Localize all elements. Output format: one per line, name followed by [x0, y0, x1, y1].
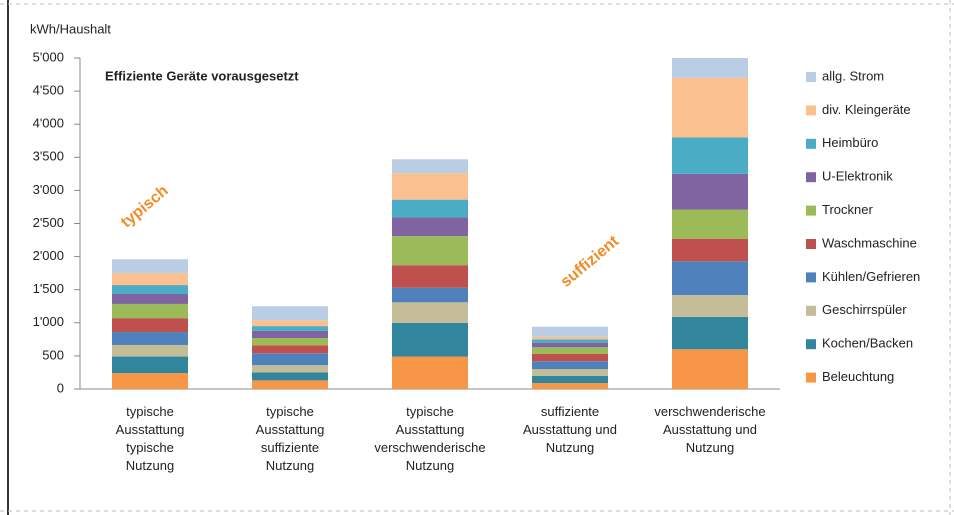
legend-label: U-Elektronik — [822, 169, 893, 184]
bar-segment — [112, 294, 188, 304]
legend-swatch — [806, 172, 816, 183]
y-tick-label: 0 — [57, 380, 64, 395]
bar-segment — [252, 330, 328, 339]
y-tick-label: 1'500 — [33, 281, 64, 296]
bar-segment — [672, 238, 748, 262]
bar-segment — [252, 338, 328, 346]
bar-segment — [392, 302, 468, 323]
legend-label: Heimbüro — [822, 135, 878, 150]
bar-segment — [252, 320, 328, 327]
legend-swatch — [806, 239, 816, 249]
bar-segment — [252, 365, 328, 373]
bar-segment — [532, 342, 608, 348]
bar-segment — [672, 209, 748, 239]
bar-segment — [532, 375, 608, 384]
y-tick-label: 5'000 — [33, 49, 64, 64]
legend-label: div. Kleingeräte — [822, 102, 911, 117]
bar-segment — [672, 294, 748, 317]
bar-segment — [672, 173, 748, 210]
bar-segment — [672, 316, 748, 350]
bar-segment — [392, 159, 468, 174]
bar-segment — [112, 373, 188, 389]
bar-segment — [112, 332, 188, 345]
bar-segment — [112, 259, 188, 274]
legend-swatch — [806, 72, 816, 82]
bar-segment — [392, 173, 468, 200]
x-tick-label: typische Ausstattung typische Nutzung — [116, 404, 185, 473]
y-axis-label: kWh/Haushalt — [30, 21, 111, 36]
legend-label: Trockner — [822, 202, 873, 217]
bar-segment — [252, 380, 328, 389]
legend-swatch — [806, 339, 816, 350]
bar-segment — [392, 217, 468, 237]
legend-label: Kühlen/Gefrieren — [822, 269, 920, 284]
bar-segment — [392, 236, 468, 266]
legend-swatch — [806, 272, 816, 283]
bar-segment — [392, 287, 468, 303]
legend-swatch — [806, 205, 816, 216]
bar-segment — [112, 285, 188, 295]
y-tick-label: 4'000 — [33, 116, 64, 131]
x-tick-label: suffiziente Ausstattung und Nutzung — [523, 404, 617, 455]
y-tick-label: 1'000 — [33, 314, 64, 329]
legend-label: Beleuchtung — [822, 369, 894, 384]
legend-swatch — [806, 372, 816, 383]
bar-segment — [252, 306, 328, 321]
x-tick-label: typische Ausstattung verschwenderische Nutz… — [374, 404, 485, 473]
y-tick-label: 2'500 — [33, 215, 64, 230]
legend-label: Geschirrspüler — [822, 302, 907, 317]
bar-segment — [252, 372, 328, 381]
bar-segment — [532, 336, 608, 340]
y-tick-label: 2'000 — [33, 248, 64, 263]
bar-segment — [532, 339, 608, 343]
bar-segment — [532, 383, 608, 389]
bar-segment — [112, 273, 188, 286]
x-tick-label: typische Ausstattung suffiziente Nutzung — [256, 404, 325, 473]
bar-segment — [392, 199, 468, 218]
legend-label: Waschmaschine — [822, 235, 917, 250]
legend-swatch — [806, 305, 816, 316]
bar-segment — [252, 326, 328, 331]
bar-segment — [532, 326, 608, 337]
legend-swatch — [806, 105, 816, 116]
bar-segment — [532, 369, 608, 376]
x-tick-label: verschwenderische Ausstattung und Nutzung — [654, 404, 765, 455]
bar-segment — [392, 265, 468, 288]
bar-segment — [252, 353, 328, 366]
annotation: Effiziente Geräte vorausgesetzt — [105, 68, 299, 83]
y-tick-label: 3'500 — [33, 149, 64, 164]
bar-segment — [672, 137, 748, 174]
y-tick-label: 3'000 — [33, 182, 64, 197]
bar-segment — [672, 349, 748, 389]
legend-swatch — [806, 138, 816, 149]
bar-segment — [112, 356, 188, 374]
bar-segment — [532, 353, 608, 362]
bar-segment — [532, 361, 608, 370]
bar-segment — [112, 318, 188, 333]
legend-label: Kochen/Backen — [822, 336, 913, 351]
y-tick-label: 500 — [42, 347, 64, 362]
bar-segment — [252, 345, 328, 354]
bar-segment — [672, 77, 748, 138]
bar-segment — [392, 356, 468, 389]
legend-label: allg. Strom — [822, 68, 884, 83]
bar-segment — [112, 303, 188, 319]
bar-segment — [532, 347, 608, 354]
bar-segment — [672, 261, 748, 295]
bar-segment — [672, 58, 748, 78]
bar-segment — [392, 322, 468, 357]
bar-segment — [112, 344, 188, 357]
y-tick-label: 4'500 — [33, 83, 64, 98]
